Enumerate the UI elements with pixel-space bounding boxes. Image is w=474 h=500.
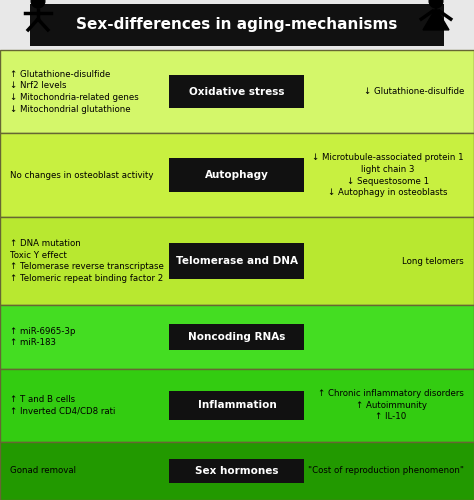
Circle shape — [31, 0, 45, 8]
Bar — [0, 368, 474, 442]
Text: "Cost of reproduction phenomenon": "Cost of reproduction phenomenon" — [308, 466, 464, 475]
Text: Inflammation: Inflammation — [198, 400, 276, 410]
Text: Autophagy: Autophagy — [205, 170, 269, 180]
Text: Oxidative stress: Oxidative stress — [189, 86, 285, 97]
Bar — [170, 158, 304, 192]
Bar — [170, 460, 304, 482]
Polygon shape — [423, 8, 449, 30]
Text: Long telomers: Long telomers — [402, 256, 464, 266]
Text: ↓ Glutathione-disulfide: ↓ Glutathione-disulfide — [364, 87, 464, 96]
Text: Sex hormones: Sex hormones — [195, 466, 279, 476]
Text: Sex-differences in aging-mechanisms: Sex-differences in aging-mechanisms — [76, 18, 398, 32]
Bar — [30, 4, 444, 46]
Text: ↑ Glutathione-disulfide
↓ Nrf2 levels
↓ Mitochondria-related genes
↓ Mitochondri: ↑ Glutathione-disulfide ↓ Nrf2 levels ↓ … — [10, 70, 139, 114]
Text: ↑ miR-6965-3p
↑ miR-183: ↑ miR-6965-3p ↑ miR-183 — [10, 326, 75, 347]
Text: ↑ DNA mutation
Toxic Y effect
↑ Telomerase reverse transcriptase
↑ Telomeric rep: ↑ DNA mutation Toxic Y effect ↑ Telomera… — [10, 239, 164, 284]
Bar — [0, 306, 474, 368]
Bar — [0, 217, 474, 306]
Text: ↑ Chronic inflammatory disorders
↑ Autoimmunity
↑ IL-10: ↑ Chronic inflammatory disorders ↑ Autoi… — [318, 389, 464, 422]
Bar — [0, 50, 474, 134]
Text: Noncoding RNAs: Noncoding RNAs — [188, 332, 286, 342]
Bar — [170, 244, 304, 279]
Bar — [170, 324, 304, 349]
Bar — [0, 442, 474, 500]
Bar — [170, 75, 304, 108]
Circle shape — [429, 0, 443, 8]
Bar — [0, 134, 474, 217]
Text: ↓ Microtubule-associated protein 1
light chain 3
↓ Sequestosome 1
↓ Autophagy in: ↓ Microtubule-associated protein 1 light… — [312, 153, 464, 198]
Text: No changes in osteoblast activity: No changes in osteoblast activity — [10, 170, 154, 179]
Text: Telomerase and DNA: Telomerase and DNA — [176, 256, 298, 266]
Bar — [170, 390, 304, 420]
Text: Gonad removal: Gonad removal — [10, 466, 76, 475]
Text: ↑ T and B cells
↑ Inverted CD4/CD8 rati: ↑ T and B cells ↑ Inverted CD4/CD8 rati — [10, 395, 115, 415]
